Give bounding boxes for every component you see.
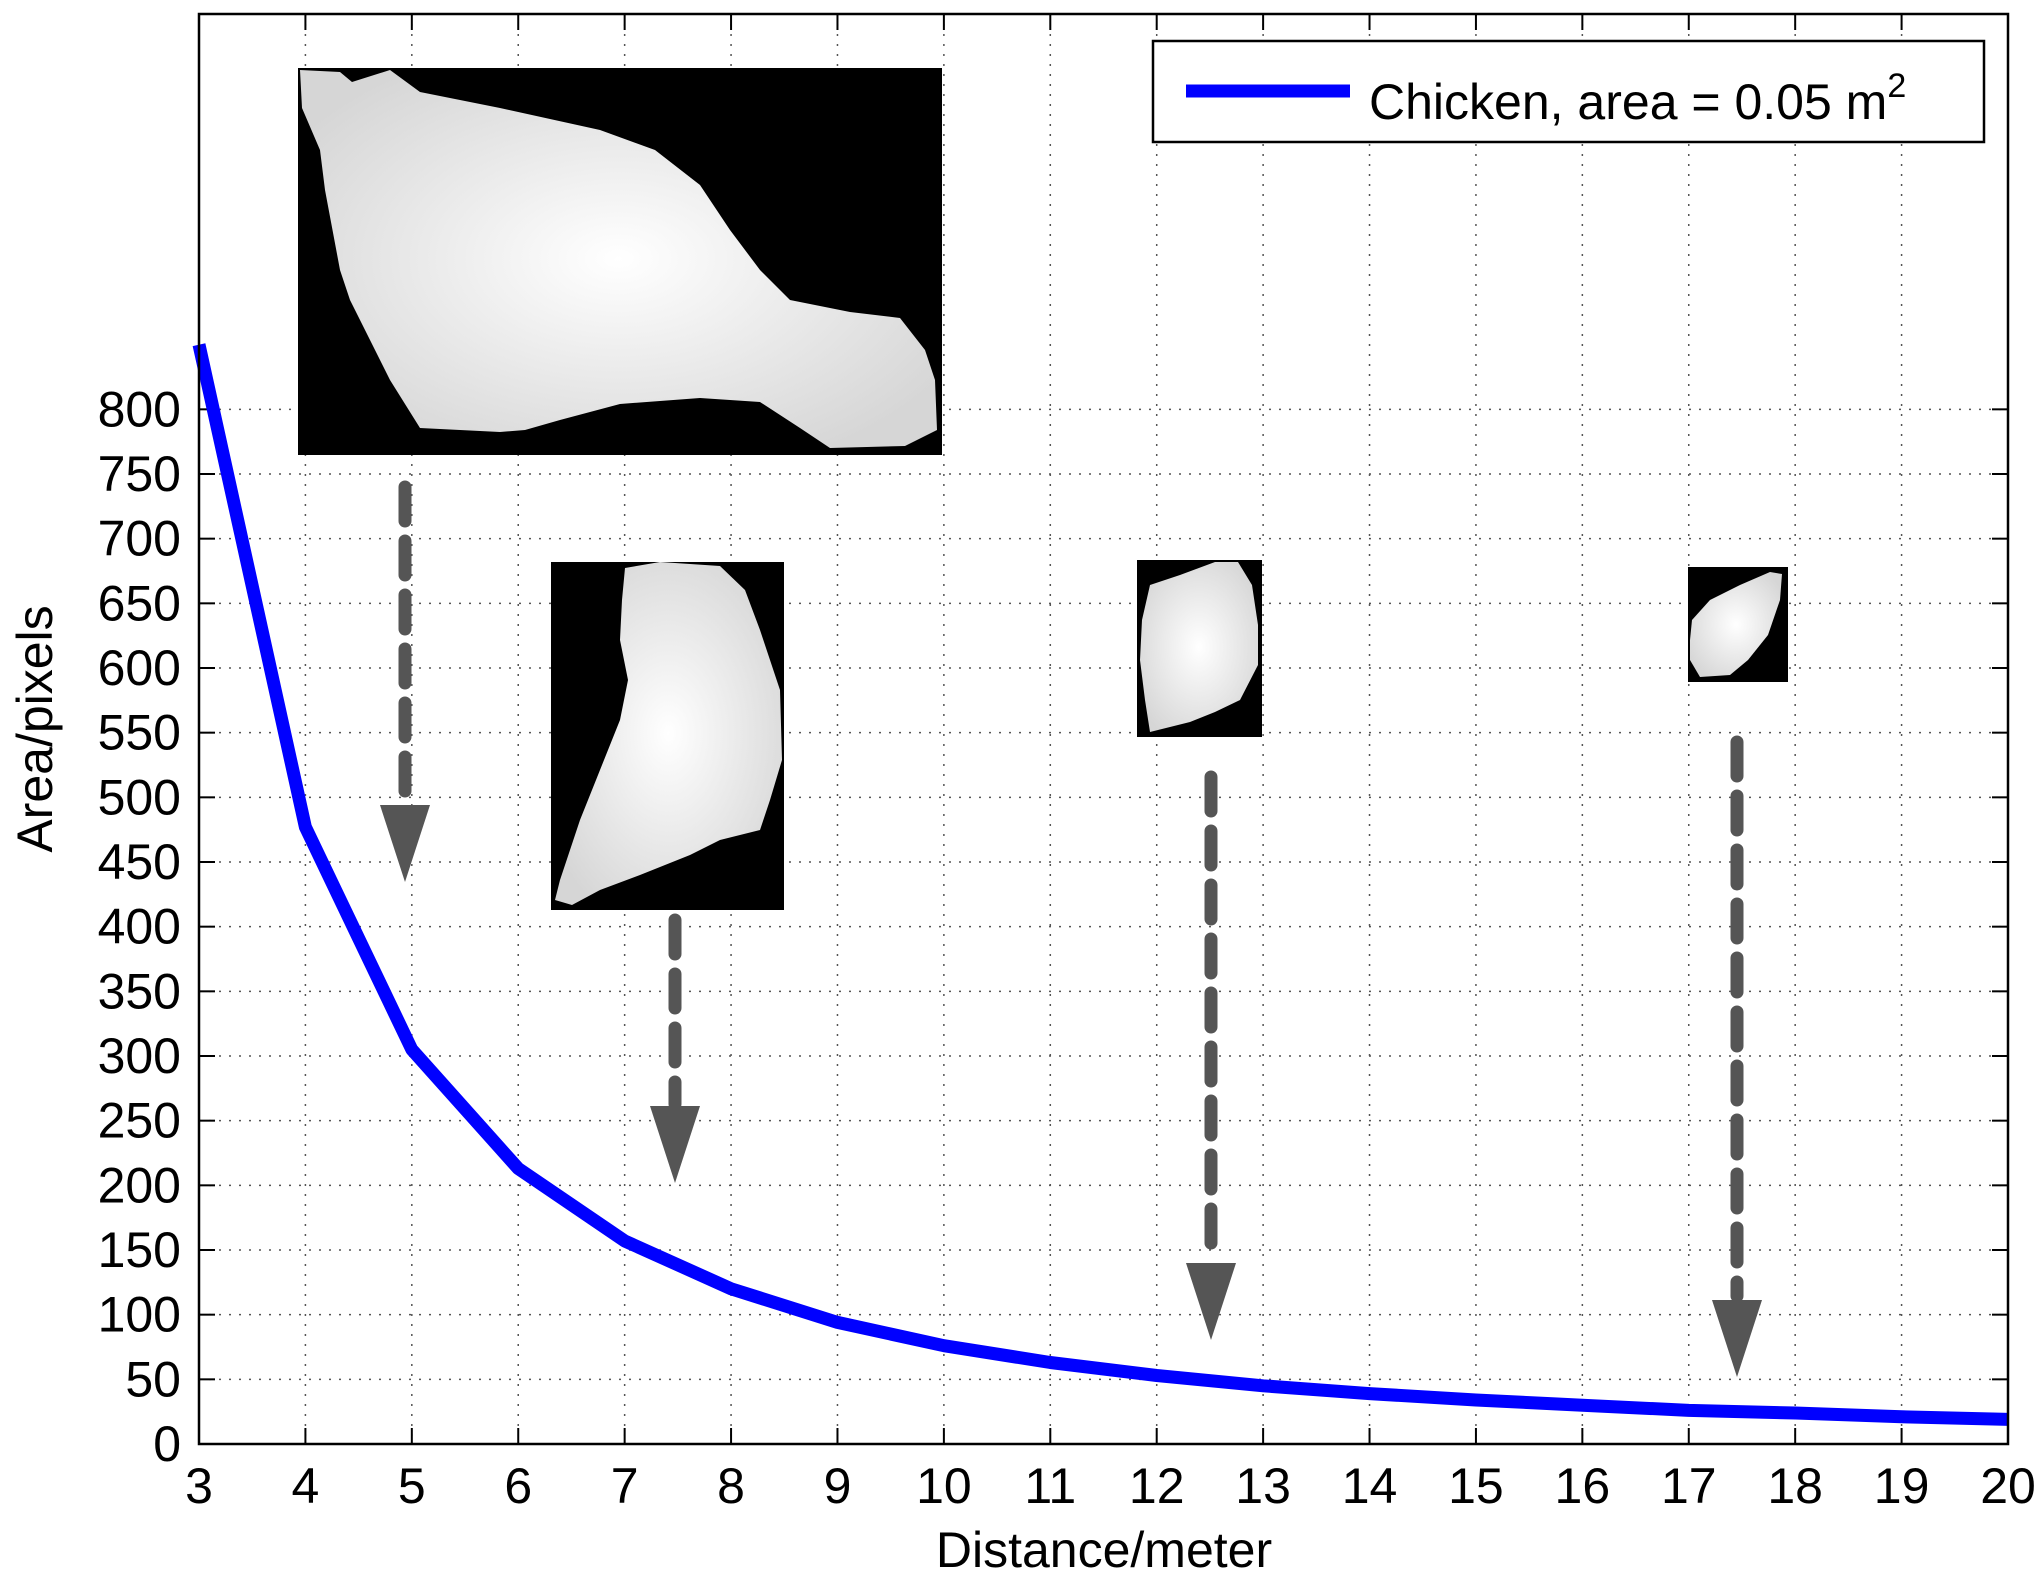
y-tick-label: 50 xyxy=(125,1351,181,1407)
x-tick-label: 20 xyxy=(1980,1458,2036,1514)
legend: Chicken, area = 0.05 m2 xyxy=(1151,39,1986,144)
thumbnail-4 xyxy=(1688,567,1788,682)
series-line-chicken xyxy=(192,343,2009,1426)
plot-area-border xyxy=(197,12,2010,1446)
annotation-arrows xyxy=(380,480,1762,1377)
y-tick-label: 0 xyxy=(153,1416,181,1472)
x-tick-label: 17 xyxy=(1661,1458,1717,1514)
y-tick-label: 300 xyxy=(98,1028,181,1084)
y-tick-label: 650 xyxy=(98,575,181,631)
x-tick-label: 14 xyxy=(1342,1458,1398,1514)
y-tick-label: 200 xyxy=(98,1157,181,1213)
thumbnail-3 xyxy=(1137,560,1262,737)
legend-label-superscript: 2 xyxy=(1887,67,1906,105)
thumbnail-3-silhouette xyxy=(1140,562,1258,732)
x-tick-label: 18 xyxy=(1767,1458,1823,1514)
grid xyxy=(199,14,2008,1444)
legend-label: Chicken, area = 0.05 m2 xyxy=(1369,67,1906,130)
x-tick-label: 10 xyxy=(916,1458,972,1514)
x-tick-label: 9 xyxy=(824,1458,852,1514)
y-axis: 0 50 100 150 200 250 300 350 400 450 500 550 600 650 7… xyxy=(98,381,2008,1472)
thumbnail-2-silhouette xyxy=(555,562,782,905)
y-tick-label: 100 xyxy=(98,1287,181,1343)
x-tick-label: 16 xyxy=(1555,1458,1611,1514)
thumbnail-1 xyxy=(298,68,942,455)
arrow-2-head xyxy=(650,1106,700,1183)
y-tick-label: 600 xyxy=(98,640,181,696)
thumbnail-1-silhouette xyxy=(300,70,937,448)
arrow-1-head xyxy=(380,805,430,882)
x-tick-label: 3 xyxy=(185,1458,213,1514)
arrow-2 xyxy=(650,913,700,1183)
y-tick-label: 700 xyxy=(98,511,181,567)
thumbnail-4-silhouette xyxy=(1690,572,1782,677)
arrow-3-head xyxy=(1186,1263,1236,1340)
x-tick-label: 8 xyxy=(717,1458,745,1514)
x-tick-label: 5 xyxy=(398,1458,426,1514)
x-tick-label: 19 xyxy=(1874,1458,1930,1514)
y-tick-label: 350 xyxy=(98,963,181,1019)
x-tick-label: 4 xyxy=(292,1458,320,1514)
y-tick-label: 250 xyxy=(98,1093,181,1149)
x-tick-label: 7 xyxy=(611,1458,639,1514)
x-tick-label: 13 xyxy=(1235,1458,1291,1514)
y-tick-label: 750 xyxy=(98,446,181,502)
arrow-1 xyxy=(380,480,430,882)
x-tick-label: 11 xyxy=(1024,1458,1076,1514)
x-axis-title: Distance/meter xyxy=(936,1522,1272,1578)
y-tick-label: 800 xyxy=(98,381,181,437)
y-tick-label: 150 xyxy=(98,1222,181,1278)
y-tick-label: 450 xyxy=(98,834,181,890)
x-tick-label: 12 xyxy=(1129,1458,1185,1514)
thumbnail-2 xyxy=(551,562,784,910)
y-tick-label: 400 xyxy=(98,899,181,955)
y-axis-title: Area/pixels xyxy=(7,605,63,852)
x-axis: 3 4 5 6 7 8 9 10 11 12 13 14 15 16 17 18 19 20 xyxy=(185,14,2036,1514)
y-tick-label: 550 xyxy=(98,705,181,761)
arrow-4-head xyxy=(1712,1300,1762,1377)
y-tick-label: 500 xyxy=(98,769,181,825)
arrow-4 xyxy=(1712,735,1762,1377)
x-tick-label: 6 xyxy=(504,1458,532,1514)
x-tick-label: 15 xyxy=(1448,1458,1504,1514)
arrow-3 xyxy=(1186,770,1236,1340)
